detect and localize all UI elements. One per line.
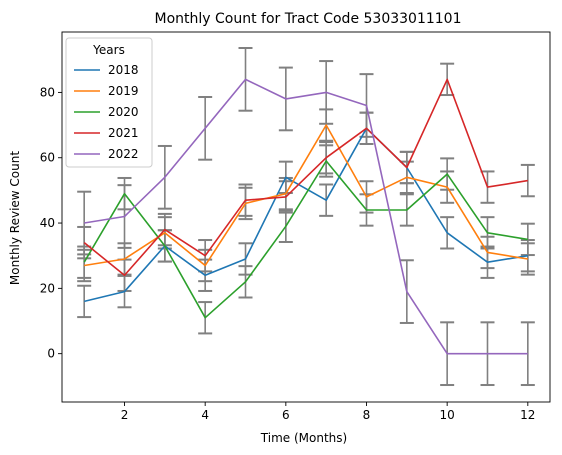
- y-tick-label-0: 0: [47, 347, 55, 361]
- y-axis-label: Monthly Review Count: [8, 151, 22, 285]
- legend-label-2021: 2021: [108, 126, 139, 140]
- chart-title: Monthly Count for Tract Code 53033011101: [155, 11, 462, 27]
- axes-frame: [61, 31, 551, 403]
- legend-title: Years: [92, 43, 125, 57]
- y-tick-label-20: 20: [40, 281, 55, 295]
- x-tick-label-8: 8: [363, 408, 371, 422]
- ticks: 2 4 6 8 10 12 0 20 40 60 80: [40, 85, 536, 422]
- series-line-2018: [84, 127, 528, 303]
- x-axis-label: Time (Months): [260, 431, 347, 445]
- x-tick-label-12: 12: [520, 408, 535, 422]
- legend-label-2018: 2018: [108, 63, 139, 77]
- x-tick-label-6: 6: [282, 408, 290, 422]
- legend-label-2022: 2022: [108, 147, 139, 161]
- legend-label-2019: 2019: [108, 84, 139, 98]
- x-tick-label-10: 10: [440, 408, 455, 422]
- series-line-2022: [84, 78, 528, 355]
- y-tick-label-40: 40: [40, 216, 55, 230]
- series-line-2021: [83, 78, 528, 277]
- x-tick-label-2: 2: [121, 408, 129, 422]
- y-tick-label-60: 60: [40, 151, 55, 165]
- x-tick-label-4: 4: [201, 408, 209, 422]
- axes: [61, 31, 551, 403]
- series-lines: [83, 78, 528, 355]
- legend-label-2020: 2020: [108, 105, 139, 119]
- legend: Years 2018 2019 2020 2021 2022: [65, 37, 153, 168]
- y-tick-label-80: 80: [40, 85, 55, 99]
